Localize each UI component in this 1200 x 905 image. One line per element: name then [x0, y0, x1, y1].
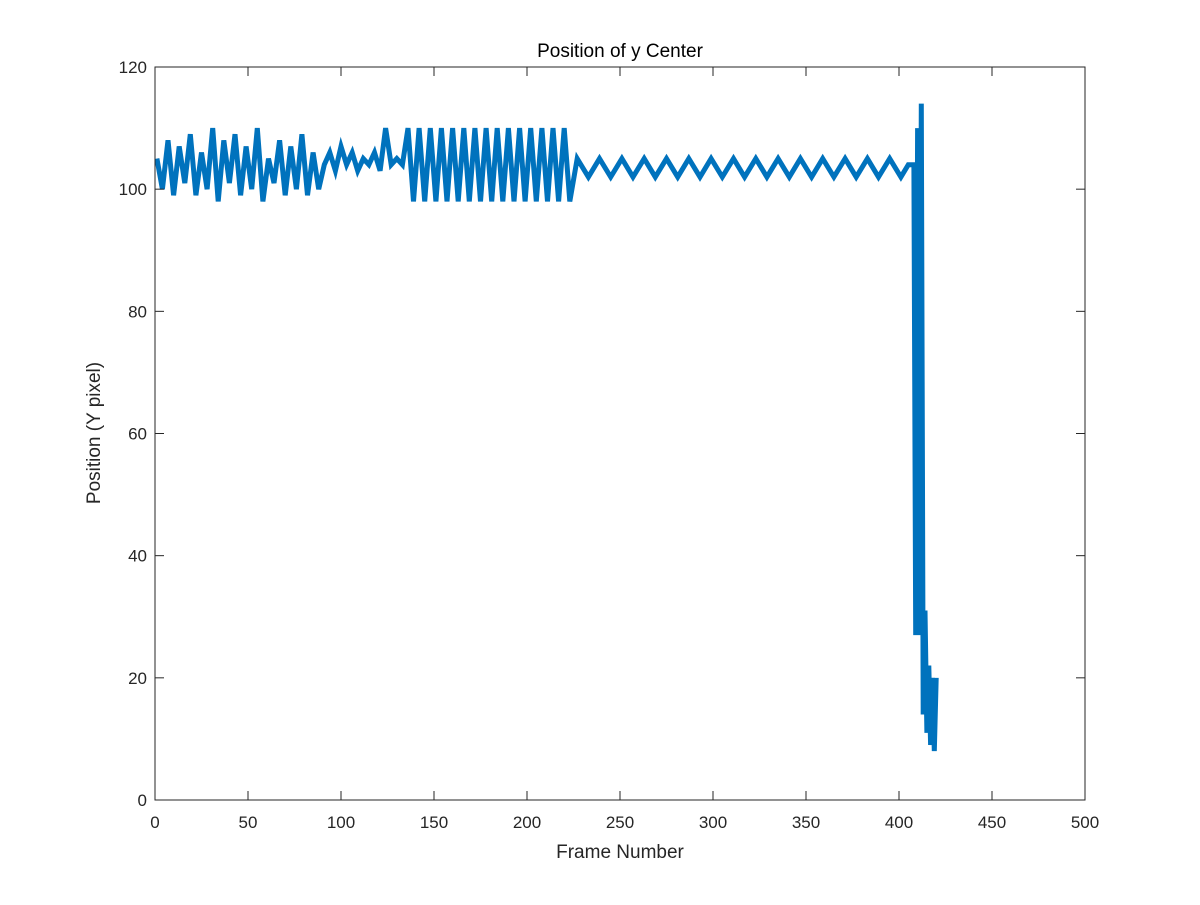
y-tick-label: 100 — [119, 180, 147, 199]
x-axis-label: Frame Number — [556, 842, 684, 863]
x-tick-label: 0 — [150, 813, 159, 832]
x-tick-label: 500 — [1071, 813, 1099, 832]
x-tick-label: 300 — [699, 813, 727, 832]
y-tick-label: 40 — [128, 547, 147, 566]
data-line — [154, 103, 939, 752]
x-tick-label: 450 — [978, 813, 1006, 832]
y-tick-label: 120 — [119, 58, 147, 77]
x-tick-label: 100 — [327, 813, 355, 832]
x-tick-label: 400 — [885, 813, 913, 832]
x-tick-label: 200 — [513, 813, 541, 832]
x-tick-label: 350 — [792, 813, 820, 832]
chart-title: Position of y Center — [537, 41, 703, 62]
x-tick-label: 250 — [606, 813, 634, 832]
y-tick-label: 20 — [128, 669, 147, 688]
y-tick-label: 80 — [128, 302, 147, 321]
y-axis-label: Position (Y pixel) — [84, 362, 105, 504]
y-tick-label: 0 — [138, 791, 147, 810]
x-tick-label: 50 — [239, 813, 258, 832]
y-tick-label: 60 — [128, 425, 147, 444]
x-tick-label: 150 — [420, 813, 448, 832]
